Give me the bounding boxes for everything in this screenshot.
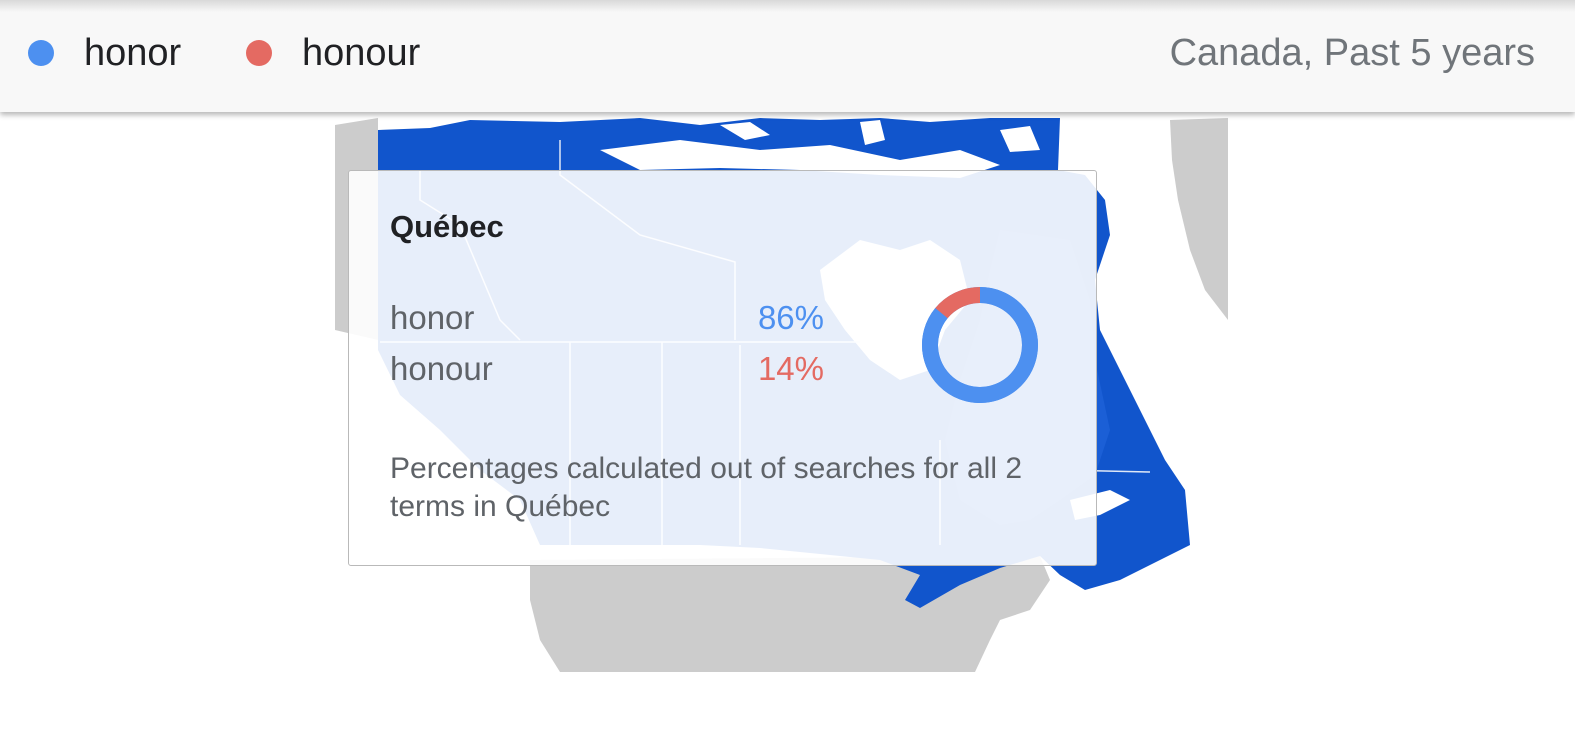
tooltip-donut-chart xyxy=(922,287,1038,403)
legend-label: honor xyxy=(84,31,182,74)
legend-bar: honor honour Canada, Past 5 years xyxy=(0,0,1575,112)
donut-slice-honor xyxy=(922,287,1038,403)
region-tooltip: Québec honor 86% honour 14% Percentages … xyxy=(348,170,1097,566)
tooltip-term-honor: honor xyxy=(390,299,475,336)
tooltip-percent-honour: 14% xyxy=(757,350,824,387)
tooltip-term-honour: honour xyxy=(390,350,493,387)
map-region-greenland xyxy=(1170,118,1228,320)
legend-item-honor[interactable]: honor xyxy=(28,27,181,79)
legend-dot-icon xyxy=(28,40,54,66)
map-arctic-channel-2 xyxy=(720,120,1040,152)
legend-dot-icon xyxy=(246,40,272,66)
region-period-label: Canada, Past 5 years xyxy=(1169,31,1535,74)
map-arctic-channel-1 xyxy=(600,140,1000,178)
tooltip-region-title: Québec xyxy=(390,209,504,244)
legend-label: honour xyxy=(302,31,421,74)
donut-slice-honour xyxy=(935,287,981,319)
tooltip-percent-honor: 86% xyxy=(757,299,824,336)
legend-item-honour[interactable]: honour xyxy=(246,27,420,79)
tooltip-note: Percentages calculated out of searches f… xyxy=(390,452,1023,523)
